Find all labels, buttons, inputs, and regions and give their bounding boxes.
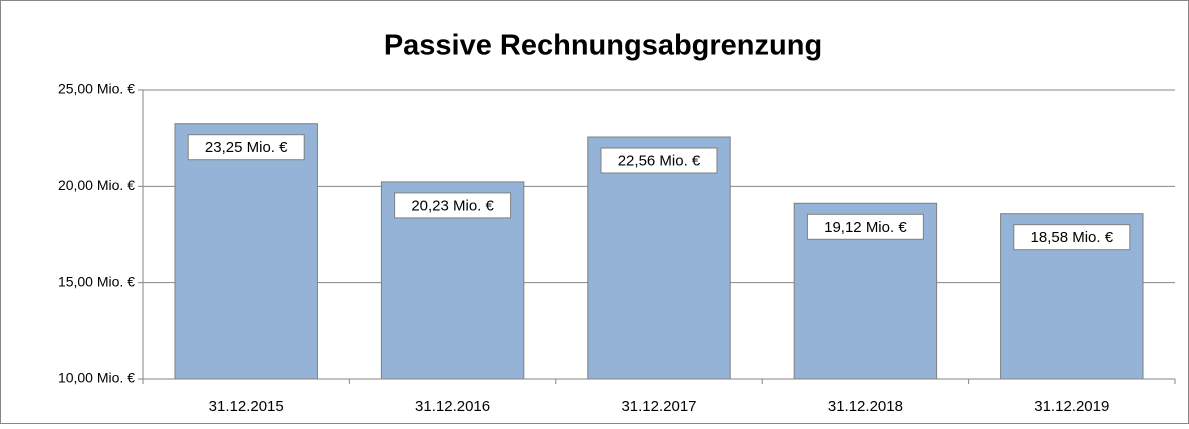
x-tick-label: 31.12.2015	[209, 398, 284, 415]
x-tick-label: 31.12.2019	[1034, 398, 1109, 415]
y-tick-label: 25,00 Mio. €	[58, 81, 135, 97]
data-label: 22,56 Mio. €	[618, 152, 701, 169]
x-tick-label: 31.12.2016	[415, 398, 490, 415]
y-tick-label: 10,00 Mio. €	[58, 370, 135, 386]
data-label-box	[1013, 224, 1131, 251]
y-tick-label: 15,00 Mio. €	[58, 273, 135, 289]
chart-title: Passive Rechnungsabgrenzung	[384, 30, 822, 62]
bar	[174, 123, 318, 380]
data-label: 18,58 Mio. €	[1031, 229, 1114, 246]
data-label-box	[806, 213, 924, 240]
data-label: 20,23 Mio. €	[411, 197, 494, 214]
x-tick-label: 31.12.2017	[621, 398, 696, 415]
bar	[587, 136, 731, 380]
data-label-box	[394, 192, 512, 219]
x-tick-label: 31.12.2018	[828, 398, 903, 415]
data-label-box	[187, 134, 305, 161]
data-label-box	[600, 147, 718, 174]
y-tick-label: 20,00 Mio. €	[58, 177, 135, 193]
data-label: 19,12 Mio. €	[824, 219, 907, 236]
data-label: 23,25 Mio. €	[205, 139, 288, 156]
